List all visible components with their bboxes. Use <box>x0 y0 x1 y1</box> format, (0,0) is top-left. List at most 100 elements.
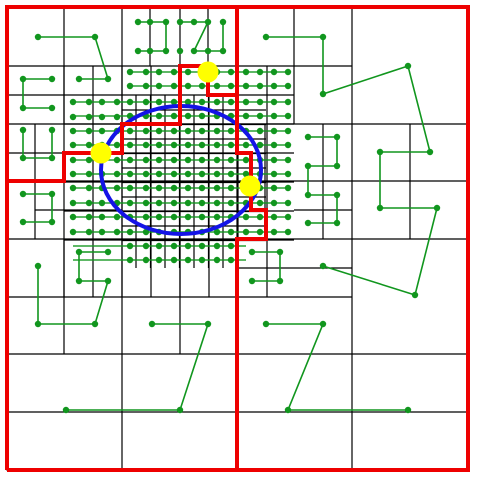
curve-node <box>284 127 292 135</box>
curve-node <box>155 127 163 135</box>
curve-node <box>184 82 192 90</box>
red-partition-boundary <box>5 5 470 472</box>
curve-node <box>176 18 184 26</box>
curve-node <box>126 127 134 135</box>
curve-node <box>126 256 134 264</box>
curve-node <box>227 156 235 164</box>
curve-node <box>62 406 70 414</box>
curve-node <box>126 184 134 192</box>
curve-node <box>262 33 270 41</box>
curve-node <box>98 199 106 207</box>
curve-node <box>19 75 27 83</box>
curve-node <box>276 248 284 256</box>
curve-node <box>69 127 77 135</box>
curve-node <box>69 199 77 207</box>
curve-node <box>270 82 278 90</box>
curve-node <box>213 141 221 149</box>
curve-node <box>256 228 264 236</box>
curve-node <box>284 228 292 236</box>
curve-node <box>98 113 106 121</box>
curve-node <box>170 170 178 178</box>
curve-node <box>270 228 278 236</box>
curve-node <box>256 127 264 135</box>
curve-node <box>170 68 178 76</box>
curve-node <box>126 242 134 250</box>
curve-node <box>213 242 221 250</box>
curve-node <box>69 213 77 221</box>
curve-node <box>126 141 134 149</box>
curve-node <box>155 82 163 90</box>
curve-node <box>190 18 198 26</box>
partition-upper-left-edge <box>5 5 239 181</box>
curve-segment <box>66 323 210 411</box>
curve-node <box>376 148 384 156</box>
curve-node <box>304 162 312 170</box>
curve-node <box>98 98 106 106</box>
curve-node <box>155 112 163 120</box>
curve-segment <box>38 36 110 80</box>
curve-node <box>284 213 292 221</box>
curve-node <box>155 256 163 264</box>
curve-node <box>319 320 327 328</box>
partition-right-region <box>237 5 470 472</box>
curve-node <box>284 68 292 76</box>
curve-node <box>126 68 134 76</box>
curve-node <box>227 199 235 207</box>
curve-node <box>113 113 121 121</box>
curve-node <box>170 184 178 192</box>
curve-node <box>19 154 27 162</box>
curve-node <box>198 242 206 250</box>
curve-node <box>433 204 441 212</box>
curve-node <box>69 113 77 121</box>
curve-node <box>155 156 163 164</box>
curve-node <box>242 141 250 149</box>
curve-node <box>198 256 206 264</box>
curve-node <box>48 190 56 198</box>
curve-node <box>190 47 198 55</box>
curve-node <box>142 156 150 164</box>
curve-node <box>242 68 250 76</box>
curve-segment <box>23 193 53 223</box>
curve-node <box>126 82 134 90</box>
curve-node <box>75 75 83 83</box>
curve-node <box>227 127 235 135</box>
curve-node <box>34 320 42 328</box>
curve-node <box>142 184 150 192</box>
curve-node <box>104 277 112 285</box>
curve-node <box>142 127 150 135</box>
curve-node <box>256 141 264 149</box>
intersection-marker <box>197 61 219 83</box>
curve-node <box>270 156 278 164</box>
curve-node <box>227 82 235 90</box>
curve-node <box>227 256 235 264</box>
curve-node <box>242 98 250 106</box>
curve-node <box>270 112 278 120</box>
curve-node <box>155 141 163 149</box>
curve-node <box>155 184 163 192</box>
curve-node <box>113 184 121 192</box>
curve-node <box>126 228 134 236</box>
curve-node <box>304 133 312 141</box>
curve-node <box>48 218 56 226</box>
curve-node <box>198 112 206 120</box>
curve-node <box>98 213 106 221</box>
curve-node <box>227 170 235 178</box>
curve-node <box>319 262 327 270</box>
curve-node <box>146 47 154 55</box>
curve-node <box>155 242 163 250</box>
curve-node <box>242 156 250 164</box>
curve-node <box>155 170 163 178</box>
curve-node <box>411 291 419 299</box>
curve-node <box>242 228 250 236</box>
curve-node <box>227 68 235 76</box>
curve-node <box>184 68 192 76</box>
curve-node <box>69 98 77 106</box>
curve-node <box>213 213 221 221</box>
intersection-marker <box>90 142 112 164</box>
curve-node <box>184 170 192 178</box>
curve-node <box>213 127 221 135</box>
curve-node <box>376 204 384 212</box>
curve-node <box>170 112 178 120</box>
curve-node <box>126 98 134 106</box>
